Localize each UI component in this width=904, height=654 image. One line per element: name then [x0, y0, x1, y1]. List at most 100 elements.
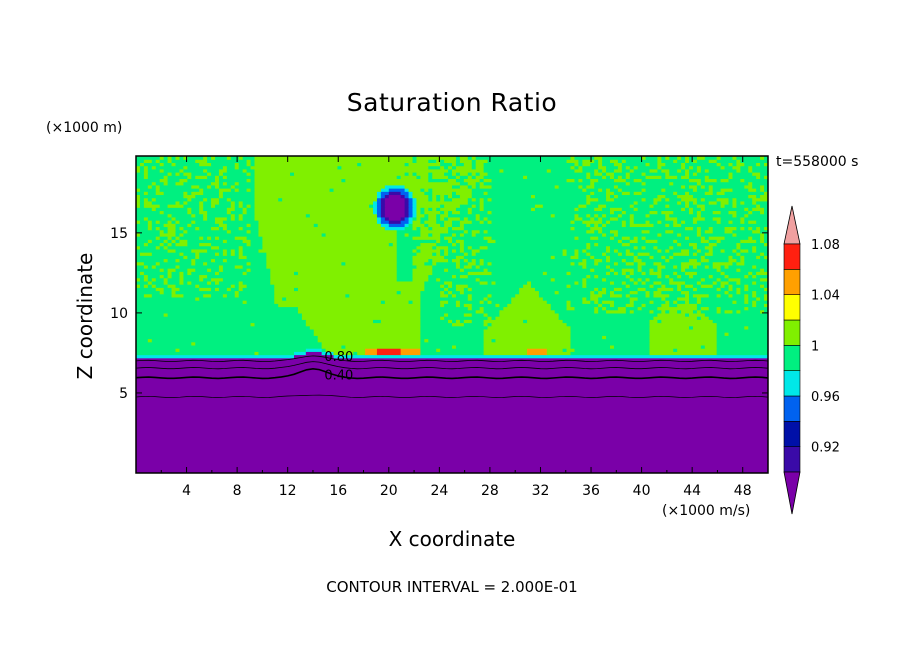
- heatmap-cell: [720, 284, 726, 288]
- heatmap-cell: [700, 184, 706, 189]
- heatmap-cell: [586, 284, 627, 288]
- heatmap-cell: [590, 252, 603, 256]
- heatmap-cell: [598, 296, 631, 301]
- heatmap-cell: [602, 287, 607, 292]
- heatmap-cell: [428, 188, 433, 192]
- heatmap-cell: [471, 197, 477, 202]
- heatmap-cell: [226, 229, 232, 234]
- heatmap-cell: [736, 204, 757, 208]
- heatmap-cell: [218, 200, 232, 205]
- heatmap-cell: [191, 213, 196, 218]
- heatmap-cell: [467, 216, 477, 221]
- heatmap-cell: [416, 207, 421, 212]
- heatmap-cell: [151, 181, 157, 186]
- heatmap-cell: [448, 175, 457, 180]
- heatmap-cell: [700, 284, 714, 288]
- heatmap-cell: [226, 293, 236, 298]
- heatmap-cell: [487, 245, 587, 250]
- heatmap-cell: [704, 312, 768, 317]
- heatmap-cell: [487, 300, 493, 304]
- heatmap-cell: [479, 306, 485, 311]
- heatmap-cell: [207, 172, 212, 176]
- heatmap-cell: [222, 191, 256, 196]
- heatmap-cell: [440, 277, 477, 282]
- heatmap-cell: [700, 316, 710, 320]
- heatmap-cell: [448, 290, 453, 295]
- heatmap-cell: [566, 248, 576, 253]
- heatmap-cell: [183, 293, 204, 298]
- heatmap-cell: [534, 207, 576, 212]
- heatmap-cell: [669, 213, 698, 218]
- heatmap-cell: [448, 213, 477, 218]
- heatmap-cell: [637, 268, 643, 272]
- heatmap-cell: [621, 159, 627, 164]
- heatmap-cell: [483, 328, 572, 333]
- heatmap-cell: [562, 252, 568, 256]
- heatmap-cell: [416, 200, 469, 205]
- heatmap-cell: [313, 332, 421, 336]
- heatmap-cell: [222, 194, 256, 199]
- heatmap-cell: [633, 236, 639, 240]
- heatmap-cell: [396, 261, 414, 266]
- heatmap-cell: [455, 287, 465, 292]
- heatmap-cell: [610, 255, 635, 260]
- heatmap-cell: [657, 274, 662, 279]
- heatmap-cell: [452, 220, 461, 224]
- heatmap-cell: [187, 200, 200, 205]
- heatmap-cell: [183, 229, 188, 234]
- heatmap-cell: [313, 223, 319, 228]
- heatmap-cell: [590, 300, 595, 304]
- heatmap-cell: [728, 175, 734, 180]
- heatmap-cell: [388, 191, 402, 196]
- heatmap-cell: [625, 223, 631, 228]
- heatmap-cell: [136, 424, 768, 429]
- heatmap-cell: [586, 280, 611, 285]
- heatmap-cell: [171, 220, 177, 224]
- heatmap-cell: [242, 168, 248, 173]
- heatmap-cell: [657, 306, 698, 311]
- x-unit-label: (×1000 m/s): [662, 503, 751, 519]
- heatmap-cell: [764, 232, 768, 237]
- heatmap-cell: [700, 210, 714, 215]
- heatmap-cell: [163, 191, 184, 196]
- heatmap-cell: [724, 191, 765, 196]
- heatmap-cell: [696, 200, 710, 205]
- heatmap-cell: [305, 319, 374, 324]
- heatmap-cell: [696, 226, 702, 231]
- heatmap-cell: [606, 223, 623, 228]
- heatmap-cell: [689, 242, 698, 247]
- heatmap-cell: [191, 223, 220, 228]
- heatmap-cell: [692, 159, 698, 164]
- heatmap-cell: [681, 248, 690, 253]
- heatmap-cell: [471, 191, 485, 196]
- heatmap-cell: [396, 258, 414, 263]
- heatmap-cell: [483, 319, 524, 324]
- heatmap-cell: [412, 220, 421, 224]
- heatmap-cell: [527, 280, 532, 285]
- heatmap-cell: [764, 184, 768, 189]
- heatmap-cell: [606, 213, 619, 218]
- heatmap-cell: [570, 335, 603, 340]
- heatmap-cell: [459, 204, 473, 208]
- heatmap-cell: [175, 239, 181, 244]
- heatmap-cell: [748, 188, 757, 192]
- heatmap-cell: [455, 239, 465, 244]
- heatmap-cell: [183, 271, 188, 276]
- heatmap-cell: [677, 194, 694, 199]
- heatmap-cell: [171, 293, 184, 298]
- heatmap-cell: [175, 156, 181, 160]
- heatmap-cell: [380, 216, 386, 221]
- heatmap-cell: [681, 261, 702, 266]
- heatmap-cell: [444, 284, 449, 288]
- heatmap-cell: [203, 156, 208, 160]
- heatmap-cell: [574, 306, 595, 311]
- heatmap-cell: [625, 280, 635, 285]
- heatmap-cell: [606, 175, 611, 180]
- heatmap-cell: [440, 207, 457, 212]
- heatmap-cell: [479, 261, 485, 266]
- heatmap-cell: [716, 156, 722, 160]
- heatmap-cell: [452, 290, 461, 295]
- heatmap-cell: [566, 303, 572, 308]
- heatmap-cell: [167, 258, 177, 263]
- heatmap-cell: [163, 229, 169, 234]
